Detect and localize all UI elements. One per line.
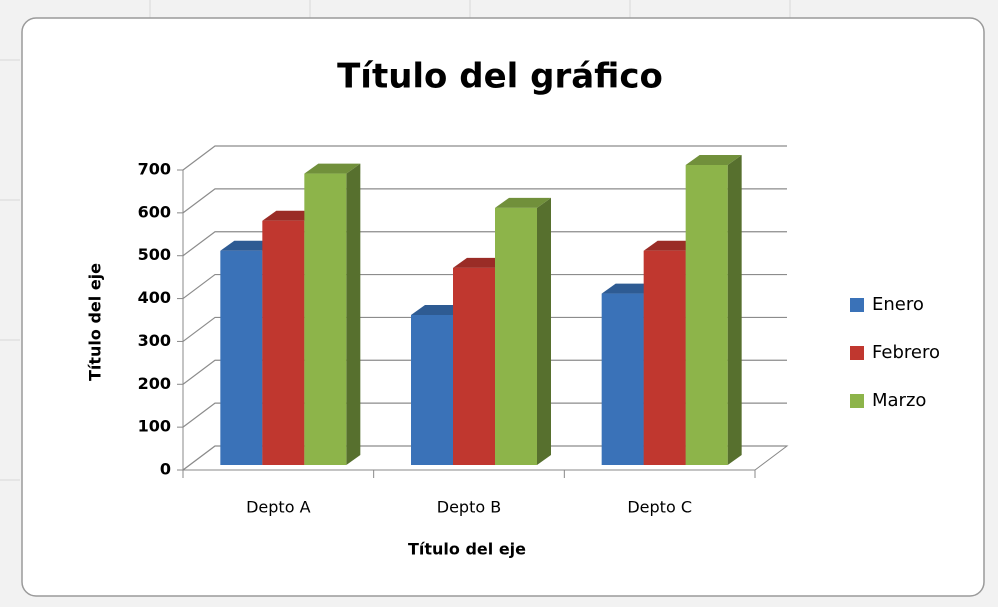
grid-line — [182, 188, 787, 214]
y-tick-label: 700 — [138, 160, 171, 179]
bar — [304, 173, 347, 466]
legend-label: Febrero — [872, 342, 940, 363]
bar — [262, 220, 305, 465]
grid-line — [182, 445, 787, 471]
y-tick-label: 100 — [138, 417, 171, 436]
grid-line — [182, 273, 787, 300]
y-tick-label: 600 — [138, 202, 171, 221]
x-tick-label: Depto B — [437, 498, 501, 517]
bar-top — [495, 197, 551, 208]
bar-top — [304, 163, 361, 174]
chart-title: Título del gráfico — [337, 57, 663, 97]
legend-swatch — [850, 394, 864, 408]
grid-line — [182, 316, 787, 342]
bar — [453, 267, 495, 465]
bar-side — [727, 155, 742, 465]
bar — [220, 250, 263, 465]
grid-line — [182, 231, 787, 257]
bar-side — [346, 163, 361, 466]
y-tick-label: 500 — [138, 245, 171, 264]
x-tick-label: Depto A — [246, 498, 310, 517]
grid-line — [182, 359, 787, 385]
y-tick-label: 400 — [138, 288, 171, 307]
legend-swatch — [850, 298, 864, 312]
y-tick-label: 200 — [138, 374, 171, 393]
y-tick-label: 300 — [138, 331, 171, 350]
bar — [643, 250, 686, 465]
bar — [601, 293, 644, 465]
bar — [411, 315, 453, 465]
bar — [685, 165, 728, 465]
x-tick-label: Depto C — [627, 498, 692, 517]
bar-side — [537, 197, 551, 465]
bar-top — [685, 155, 742, 165]
legend-swatch — [850, 346, 864, 360]
legend-label: Marzo — [872, 390, 926, 411]
legend-label: Enero — [872, 294, 924, 315]
grid-line — [182, 402, 787, 428]
sheet-grid — [0, 0, 791, 481]
y-axis-title: Título del eje — [86, 263, 105, 381]
grid-line — [182, 145, 787, 171]
y-tick-label: 0 — [160, 460, 171, 479]
x-axis-title: Título del eje — [408, 540, 526, 559]
bar — [495, 207, 537, 465]
